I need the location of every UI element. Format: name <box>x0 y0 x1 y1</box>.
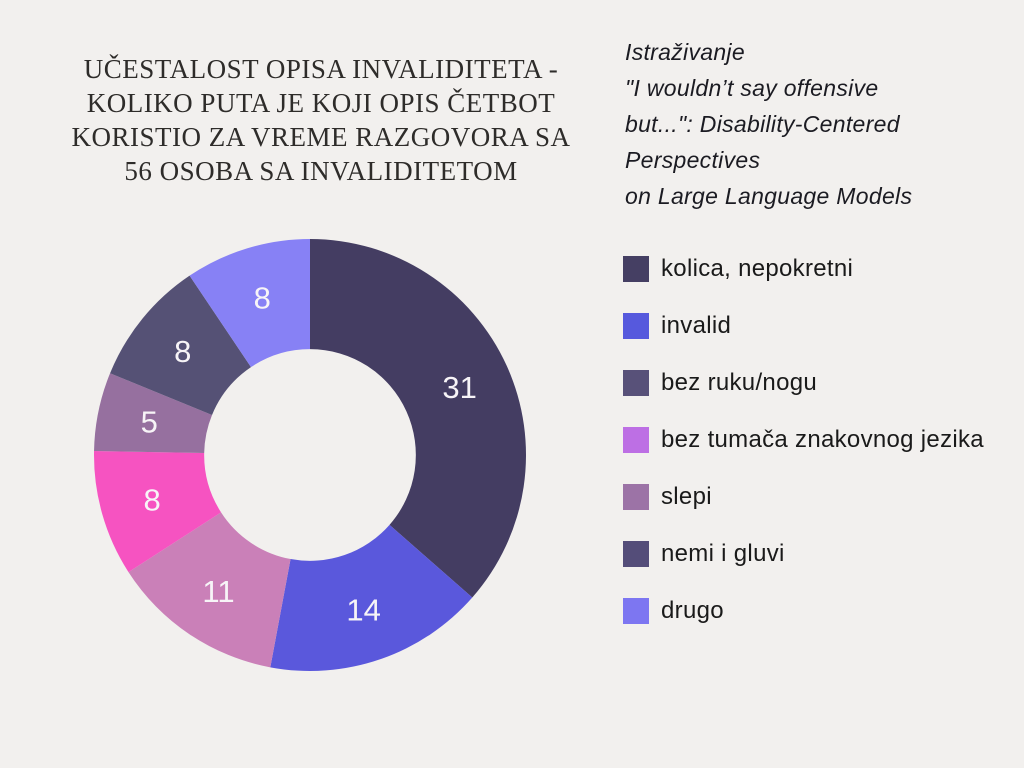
pie-value-label: 5 <box>141 404 158 439</box>
chart-title-line: 56 OSOBA SA INVALIDITETOM <box>124 156 518 186</box>
legend-item-3: bez ruku/nogu <box>623 369 1018 396</box>
legend-item-6: nemi i gluvi <box>623 540 1018 567</box>
chart-title-line: UČESTALOST OPISA INVALIDITETA - <box>83 54 559 84</box>
legend-label: invalid <box>661 312 732 339</box>
pie-value-label: 8 <box>254 281 271 316</box>
legend-label: nemi i gluvi <box>661 540 785 567</box>
legend-item-1: kolica, nepokretni <box>623 255 1018 282</box>
pie-slice-5 <box>94 373 213 454</box>
legend-swatch <box>623 541 649 567</box>
pie-value-label: 8 <box>174 334 191 369</box>
chart-title: UČESTALOST OPISA INVALIDITETA - KOLIKO P… <box>36 52 606 188</box>
pie-slice-2 <box>270 524 473 671</box>
study-reference-line: "I wouldn’t say offensive <box>625 75 879 101</box>
study-reference-line: Perspectives <box>625 147 761 173</box>
pie-slice-4 <box>94 451 222 573</box>
legend-label: bez ruku/nogu <box>661 369 818 396</box>
legend-swatch <box>623 484 649 510</box>
legend-swatch <box>623 370 649 396</box>
legend-item-2: invalid <box>623 312 1018 339</box>
chart-title-line: KORISTIO ZA VREME RAZGOVORA SA <box>71 122 571 152</box>
legend-item-7: drugo <box>623 597 1018 624</box>
legend-label: kolica, nepokretni <box>661 255 854 282</box>
legend: kolica, nepokretni invalid bez ruku/nogu be… <box>623 255 1018 655</box>
pie-value-label: 31 <box>442 370 476 405</box>
legend-label: drugo <box>661 597 724 624</box>
legend-item-5: slepi <box>623 483 1018 510</box>
legend-swatch <box>623 427 649 453</box>
chart-title-line: KOLIKO PUTA JE KOJI OPIS ČETBOT <box>86 88 556 118</box>
study-reference-line: Istraživanje <box>625 39 745 65</box>
pie-slice-3 <box>128 512 291 668</box>
pie-value-label: 11 <box>202 574 234 609</box>
legend-item-4: bez tumača znakovnog jezika <box>623 426 1018 453</box>
legend-label: slepi <box>661 483 712 510</box>
study-reference-line: but...": Disability-Centered <box>625 111 900 137</box>
pie-slice-7 <box>189 239 310 368</box>
legend-swatch <box>623 598 649 624</box>
study-reference: Istraživanje "I wouldn’t say offensive b… <box>625 34 1015 214</box>
legend-swatch <box>623 313 649 339</box>
pie-value-label: 8 <box>143 482 160 517</box>
study-reference-line: on Large Language Models <box>625 183 913 209</box>
legend-swatch <box>623 256 649 282</box>
legend-label: bez tumača znakovnog jezika <box>661 426 984 453</box>
pie-slice-6 <box>110 275 251 415</box>
pie-value-label: 14 <box>346 593 380 628</box>
pie-slice-1 <box>310 239 526 598</box>
